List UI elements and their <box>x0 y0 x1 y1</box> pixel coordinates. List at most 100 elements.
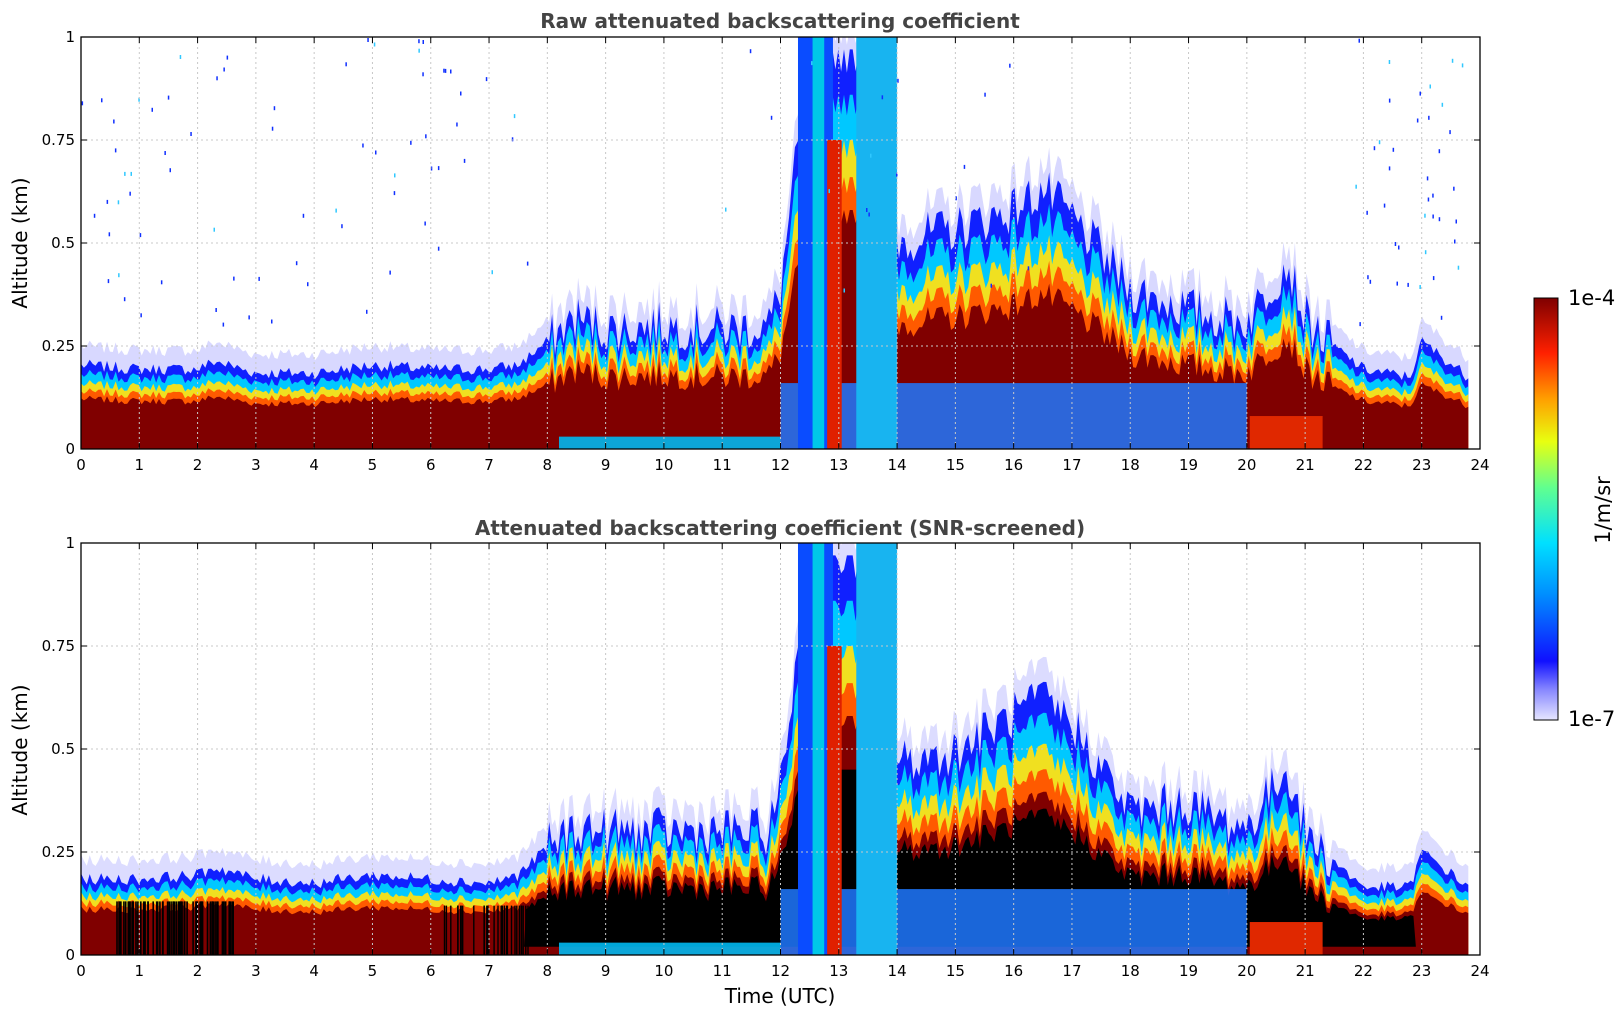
black-streak <box>462 905 464 955</box>
noise-speckle <box>984 92 986 97</box>
black-streak <box>527 905 529 955</box>
black-streak <box>195 901 197 955</box>
noise-speckle <box>394 173 396 178</box>
noise-speckle <box>1367 275 1369 280</box>
noise-speckle <box>1457 265 1460 270</box>
black-streak <box>161 901 164 955</box>
black-streak <box>128 901 131 955</box>
noise-speckle <box>373 42 376 47</box>
y-tick-label: 0.5 <box>51 234 75 252</box>
x-tick-label: 20 <box>1237 962 1256 980</box>
x-tick-label: 9 <box>601 456 611 474</box>
x-tick-label: 24 <box>1470 456 1489 474</box>
black-streak <box>520 905 523 955</box>
colorbar-max-label: 1e-4 <box>1568 286 1615 310</box>
noise-speckle <box>418 39 420 44</box>
x-tick-label: 13 <box>829 962 848 980</box>
noise-speckle <box>367 38 369 42</box>
colorbar-unit-label: 1/m/sr <box>1591 476 1615 544</box>
noise-speckle <box>138 97 140 102</box>
black-streak <box>510 905 513 955</box>
noise-speckle <box>1358 38 1360 43</box>
y-tick-label: 0.75 <box>42 131 75 149</box>
black-streak <box>211 901 213 955</box>
black-streak <box>178 901 180 955</box>
black-streak <box>505 905 508 955</box>
low-red-patch <box>1249 416 1323 449</box>
colorbar-gradient <box>1533 297 1559 721</box>
black-streak <box>137 901 139 955</box>
noise-speckle <box>1396 281 1398 286</box>
black-streak <box>201 901 204 955</box>
black-streak <box>214 901 216 955</box>
noise-speckle <box>425 134 427 139</box>
black-streak <box>212 901 215 955</box>
noise-speckle <box>897 78 899 83</box>
x-tick-label: 11 <box>713 456 732 474</box>
noise-speckle <box>215 308 217 312</box>
noise-speckle <box>151 107 153 112</box>
x-tick-label: 16 <box>1004 456 1023 474</box>
black-streak <box>487 905 489 955</box>
noise-speckle <box>828 189 830 194</box>
noise-speckle <box>164 151 166 155</box>
noise-speckle <box>1416 118 1419 123</box>
cloud-column-cyan <box>812 543 825 955</box>
noise-speckle <box>424 221 426 226</box>
x-tick-label: 9 <box>601 962 611 980</box>
noise-speckle <box>749 49 752 54</box>
noise-speckle <box>450 69 452 74</box>
y-ticks: 0 0.25 0.5 0.75 1 <box>42 28 1480 458</box>
noise-speckle <box>366 309 368 314</box>
y-tick-label: 1 <box>65 28 75 46</box>
black-streak <box>514 905 516 955</box>
y-axis-label: Altitude (km) <box>8 177 32 308</box>
cloud-column-red <box>827 140 842 449</box>
noise-speckle <box>1427 197 1430 202</box>
noise-speckle <box>1419 285 1421 289</box>
noise-speckle <box>456 122 458 127</box>
noise-speckles <box>81 38 1464 327</box>
black-streak <box>525 905 527 955</box>
noise-speckle <box>770 115 773 120</box>
noise-speckle <box>273 106 276 111</box>
x-tick-label: 16 <box>1004 962 1023 980</box>
x-tick-label: 22 <box>1354 962 1373 980</box>
noise-speckle <box>1461 63 1464 68</box>
noise-speckle <box>169 168 171 173</box>
x-axis-label: Time (UTC) <box>724 984 836 1008</box>
noise-speckle <box>302 213 305 218</box>
noise-speckle <box>1453 186 1455 191</box>
noise-speckle <box>345 62 347 67</box>
black-streak <box>147 901 149 955</box>
noise-speckle <box>233 276 235 281</box>
x-tick-label: 11 <box>713 962 732 980</box>
x-tick-label: 14 <box>888 456 907 474</box>
black-streak <box>501 905 503 955</box>
noise-speckle <box>511 137 514 142</box>
noise-speckle <box>1432 193 1434 198</box>
noise-speckle <box>1426 176 1429 181</box>
noise-speckle <box>1359 322 1361 327</box>
black-streak <box>142 901 145 955</box>
noise-speckle <box>362 143 364 148</box>
noise-speckle <box>437 246 440 251</box>
black-streak <box>199 901 201 955</box>
black-streak <box>116 901 118 955</box>
black-streak <box>209 901 212 955</box>
cloud-column-cyan <box>812 37 825 449</box>
noise-speckle <box>1392 147 1395 152</box>
noise-speckle <box>190 132 192 136</box>
panel-title: Raw attenuated backscattering coefficien… <box>540 9 1020 33</box>
low-red-patch <box>1249 922 1323 955</box>
noise-speckle <box>271 126 274 131</box>
y-tick-label: 1 <box>65 534 75 552</box>
x-ticks: 0 1 2 3 4 5 6 7 8 9 10 11 12 13 14 15 16 17 18 19 20 21 22 23 24 <box>76 37 1490 474</box>
x-tick-label: 20 <box>1237 456 1256 474</box>
noise-speckle <box>216 76 218 81</box>
black-streak <box>166 901 169 955</box>
noise-speckle <box>896 172 898 177</box>
y-tick-label: 0.5 <box>51 740 75 758</box>
x-tick-label: 12 <box>771 456 790 474</box>
